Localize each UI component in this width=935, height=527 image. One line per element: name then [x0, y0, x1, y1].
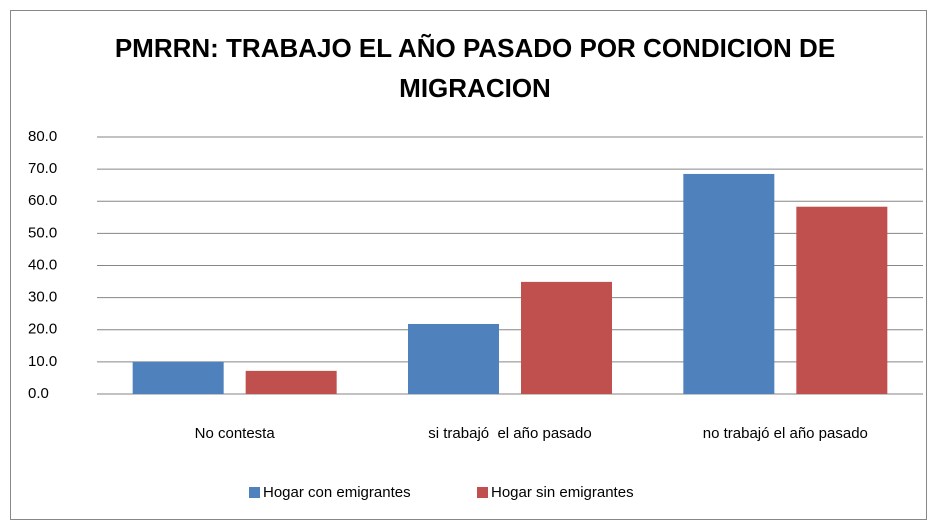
bar — [683, 173, 775, 394]
y-tick-label: 70.0 — [28, 160, 57, 177]
bar — [132, 361, 224, 394]
bar — [245, 370, 337, 394]
legend-swatch — [477, 487, 488, 498]
y-tick-label: 10.0 — [28, 353, 57, 370]
y-tick-label: 60.0 — [28, 192, 57, 209]
x-tick-label: si trabajó el año pasado — [428, 425, 591, 442]
y-tick-label: 50.0 — [28, 224, 57, 241]
y-tick-label: 0.0 — [28, 385, 49, 402]
legend-label: Hogar con emigrantes — [263, 484, 411, 501]
y-tick-label: 80.0 — [28, 128, 57, 145]
x-tick-label: No contesta — [195, 425, 276, 442]
chart-title: PMRRN: TRABAJO EL AÑO PASADO POR CONDICI… — [114, 33, 836, 103]
bar — [521, 281, 612, 394]
y-tick-label: 40.0 — [28, 256, 57, 273]
bar — [408, 323, 499, 394]
x-tick-label: no trabajó el año pasado — [703, 425, 868, 442]
y-tick-label: 20.0 — [28, 321, 57, 338]
legend-swatch — [249, 487, 260, 498]
bar — [796, 206, 888, 394]
y-tick-label: 30.0 — [28, 289, 57, 306]
legend-label: Hogar sin emigrantes — [491, 484, 634, 501]
